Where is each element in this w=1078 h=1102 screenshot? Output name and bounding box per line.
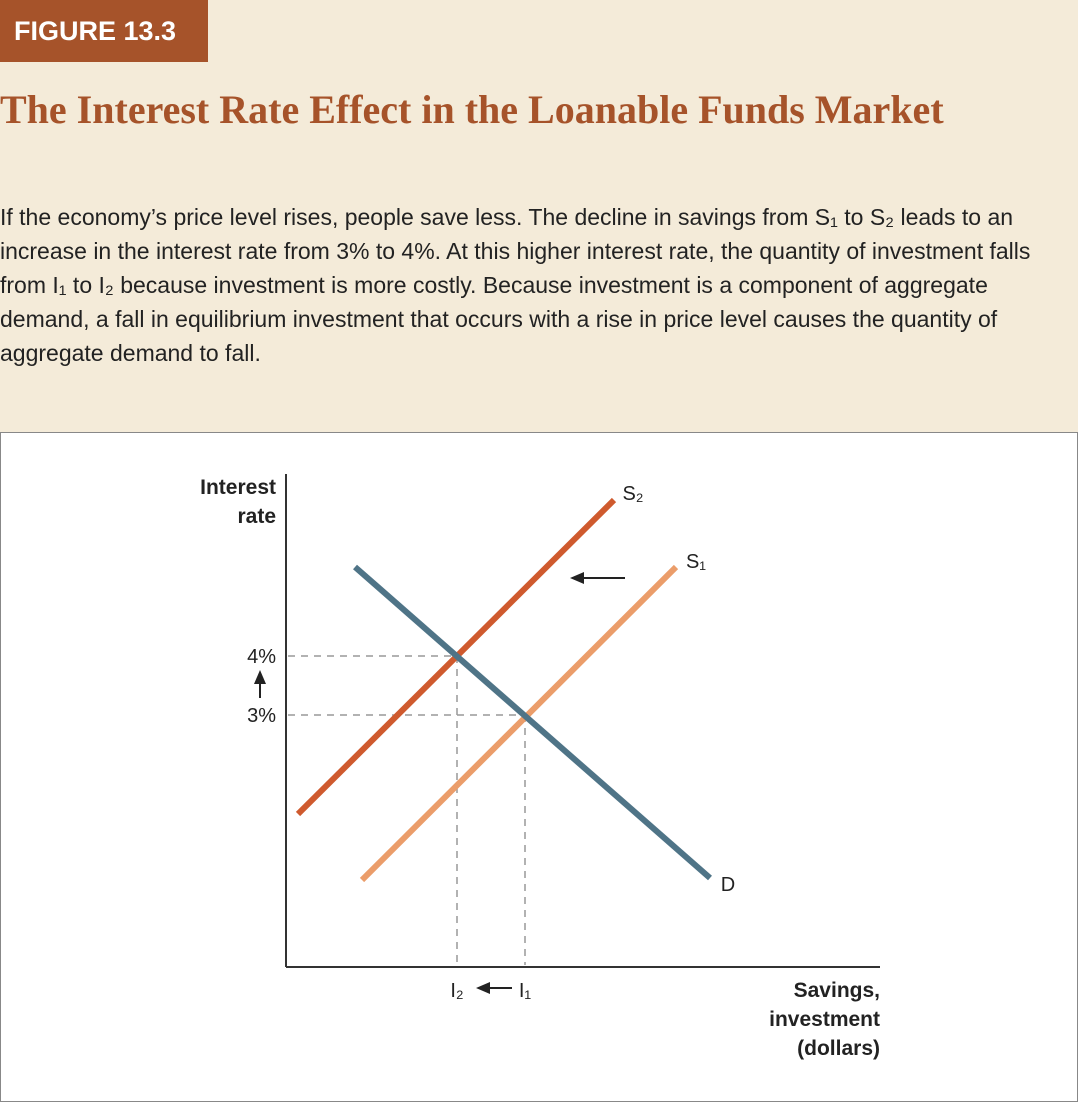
curve-label: S₂	[622, 483, 643, 505]
s1-curve	[359, 564, 679, 883]
x-label: I₁	[519, 980, 532, 1002]
y-label: 4%	[247, 646, 276, 668]
arrowhead	[254, 670, 266, 684]
diagram: Interest rate Savings, investment (dolla…	[0, 432, 1078, 1102]
x-label: I₂	[450, 980, 463, 1002]
arrowhead	[476, 982, 490, 994]
curve-label: D	[721, 874, 735, 896]
x-axis-label: (dollars)	[797, 1037, 880, 1060]
d-curve	[353, 564, 712, 881]
caption: If the economy’s price level rises, peop…	[0, 204, 1031, 366]
figure-title: The Interest Rate Effect in the Loanable…	[0, 87, 944, 132]
x-axis-label: investment	[769, 1008, 880, 1031]
guides	[288, 655, 526, 965]
y-axis-label: rate	[237, 505, 276, 528]
x-axis-label: Savings,	[794, 979, 880, 1002]
arrows	[254, 572, 625, 994]
arrowhead	[570, 572, 584, 584]
curve-label: S₁	[686, 551, 706, 573]
y-label: 3%	[247, 705, 276, 727]
plot: Interest rate Savings, investment (dolla…	[200, 474, 880, 1060]
frame	[0, 432, 1078, 1102]
y-axis-label: Interest	[200, 476, 276, 499]
figure-label: FIGURE 13.3	[0, 0, 208, 62]
header-band: FIGURE 13.3 The Interest Rate Effect in …	[0, 0, 1078, 432]
